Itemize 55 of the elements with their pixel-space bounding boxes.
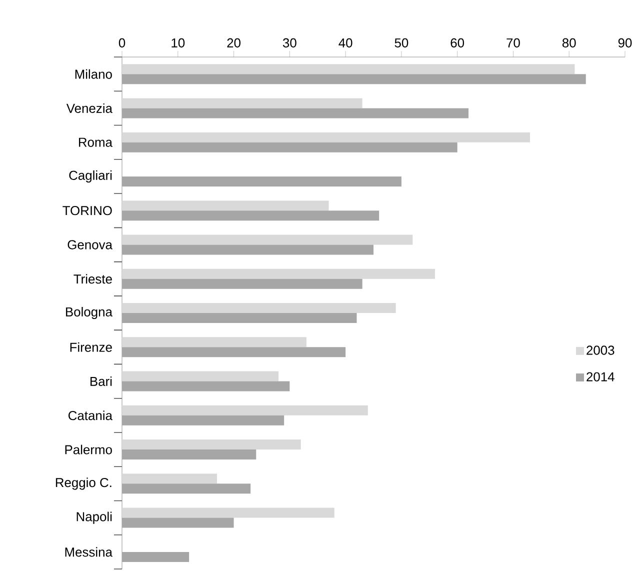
bar <box>122 440 301 450</box>
x-tick-label: 90 <box>618 38 632 48</box>
y-tick-label: Bologna <box>66 306 112 320</box>
bar <box>122 381 290 392</box>
bar <box>122 337 306 348</box>
legend-label: 2003 <box>586 346 614 355</box>
bar <box>122 132 530 142</box>
bar <box>122 176 402 186</box>
y-tick-label: Firenze <box>70 342 112 352</box>
x-tick-label: 30 <box>282 38 296 48</box>
y-tick-label: Venezia <box>66 103 112 113</box>
x-tick-label: 0 <box>118 38 126 48</box>
bar <box>122 347 346 358</box>
bar <box>122 303 396 314</box>
x-tick-label: 10 <box>172 38 185 48</box>
x-tick-label: 20 <box>227 38 240 48</box>
bar <box>122 552 190 562</box>
bar <box>122 371 278 382</box>
y-tick-label: Catania <box>68 410 112 420</box>
x-tick-label: 50 <box>394 38 408 48</box>
bar <box>122 210 380 221</box>
x-tick-label: 60 <box>450 38 464 48</box>
y-tick-label: Genova <box>68 240 112 250</box>
bar <box>122 450 256 460</box>
x-tick-label: 70 <box>506 38 520 48</box>
bar <box>122 108 469 118</box>
bar <box>122 278 362 289</box>
bar <box>122 518 234 528</box>
y-tick-label: Reggio C. <box>56 478 112 490</box>
bar <box>122 313 357 324</box>
bar <box>122 244 374 255</box>
bar <box>122 508 334 518</box>
bar <box>122 98 362 108</box>
y-tick-label: Napoli <box>76 512 112 524</box>
y-tick-label: Palermo <box>65 444 112 454</box>
bar <box>122 200 329 211</box>
y-tick-label: TORINO <box>62 206 112 216</box>
bar <box>122 234 413 245</box>
y-tick-label: Cagliari <box>69 170 112 183</box>
bar <box>122 142 458 152</box>
legend-label: 2014 <box>586 372 614 382</box>
bar <box>122 474 218 484</box>
bar <box>122 415 284 426</box>
y-tick-label: Bari <box>90 376 112 386</box>
y-tick-label: Roma <box>78 138 112 147</box>
x-tick-label: 40 <box>338 38 352 48</box>
bar <box>122 74 586 84</box>
x-tick-label: 80 <box>562 38 576 48</box>
bar <box>122 64 575 74</box>
bar <box>122 405 368 416</box>
y-tick-label: Trieste <box>74 274 112 284</box>
bar <box>122 268 435 279</box>
y-tick-label: Messina <box>65 547 112 557</box>
y-tick-label: Milano <box>75 69 112 79</box>
bar <box>122 484 251 494</box>
